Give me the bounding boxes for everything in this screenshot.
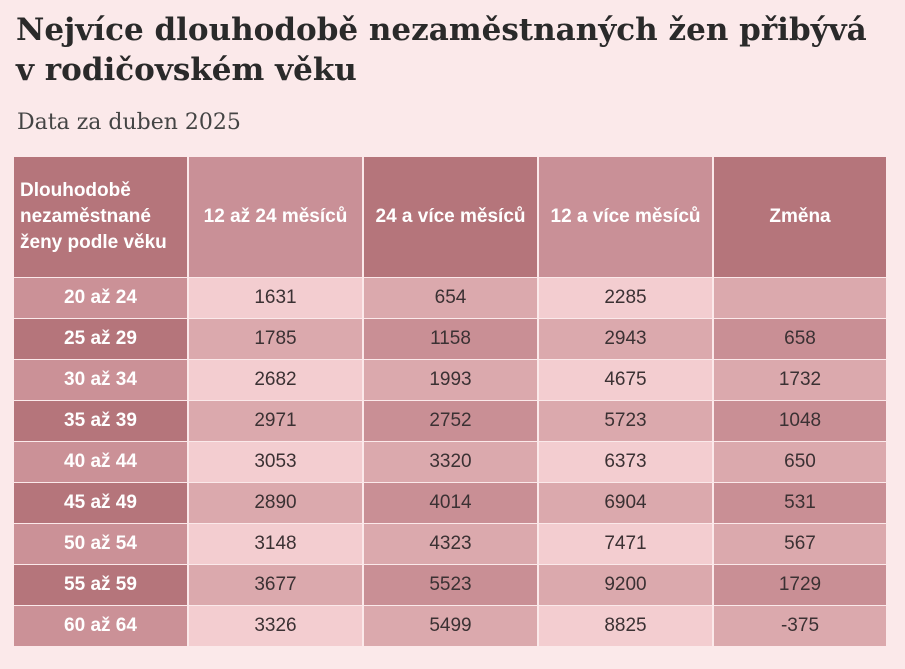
column-header-age: Dlouhodobě nezaměstnané ženy podle věku [14,157,189,277]
table-row: 55 až 59 3677 5523 9200 1729 [14,565,886,605]
table-cell: -375 [714,606,886,646]
column-header-change: Změna [714,157,886,277]
table-cell: 3148 [189,524,364,564]
table-cell: 1785 [189,319,364,359]
table-cell: 5723 [539,401,714,441]
table-cell: 3053 [189,442,364,482]
table-cell: 4323 [364,524,539,564]
table-cell: 7471 [539,524,714,564]
data-table: Dlouhodobě nezaměstnané ženy podle věku … [14,157,886,646]
table-cell: 8825 [539,606,714,646]
table-cell: 3326 [189,606,364,646]
row-label: 45 až 49 [14,483,189,523]
table-cell: 9200 [539,565,714,605]
table-cell: 531 [714,483,886,523]
column-header-12-plus: 12 a více měsíců [539,157,714,277]
table-cell: 2971 [189,401,364,441]
table-cell: 5523 [364,565,539,605]
table-cell [714,278,886,318]
table-cell: 4675 [539,360,714,400]
table-cell: 4014 [364,483,539,523]
table-cell: 1732 [714,360,886,400]
row-label: 25 až 29 [14,319,189,359]
table-row: 35 až 39 2971 2752 5723 1048 [14,401,886,441]
row-label: 50 až 54 [14,524,189,564]
table-row: 30 až 34 2682 1993 4675 1732 [14,360,886,400]
row-label: 55 až 59 [14,565,189,605]
table-cell: 6373 [539,442,714,482]
table-cell: 3677 [189,565,364,605]
table-row: 25 až 29 1785 1158 2943 658 [14,319,886,359]
column-header-24-plus: 24 a více měsíců [364,157,539,277]
column-header-12-24: 12 až 24 měsíců [189,157,364,277]
table-body: 20 až 24 1631 654 2285 25 až 29 1785 1158 2943 6… [14,278,886,646]
table-row: 60 až 64 3326 5499 8825 -375 [14,606,886,646]
table-row: 40 až 44 3053 3320 6373 650 [14,442,886,482]
table-cell: 650 [714,442,886,482]
row-label: 35 až 39 [14,401,189,441]
table-cell: 2682 [189,360,364,400]
table-cell: 2943 [539,319,714,359]
table-cell: 1631 [189,278,364,318]
table-row: 50 až 54 3148 4323 7471 567 [14,524,886,564]
table-cell: 2890 [189,483,364,523]
table-cell: 1729 [714,565,886,605]
table-cell: 1993 [364,360,539,400]
table-cell: 1158 [364,319,539,359]
chart-title: Nejvíce dlouhodobě nezaměstnaných žen př… [16,12,867,88]
table-cell: 3320 [364,442,539,482]
table-cell: 654 [364,278,539,318]
table-row: 20 až 24 1631 654 2285 [14,278,886,318]
table-row: 45 až 49 2890 4014 6904 531 [14,483,886,523]
table-cell: 1048 [714,401,886,441]
row-label: 40 až 44 [14,442,189,482]
table-cell: 658 [714,319,886,359]
table-cell: 6904 [539,483,714,523]
table-cell: 2285 [539,278,714,318]
table-cell: 567 [714,524,886,564]
row-label: 60 až 64 [14,606,189,646]
table-header-row: Dlouhodobě nezaměstnané ženy podle věku … [14,157,886,277]
chart-subtitle: Data za duben 2025 [17,110,241,135]
table-cell: 5499 [364,606,539,646]
row-label: 20 až 24 [14,278,189,318]
table-cell: 2752 [364,401,539,441]
row-label: 30 až 34 [14,360,189,400]
